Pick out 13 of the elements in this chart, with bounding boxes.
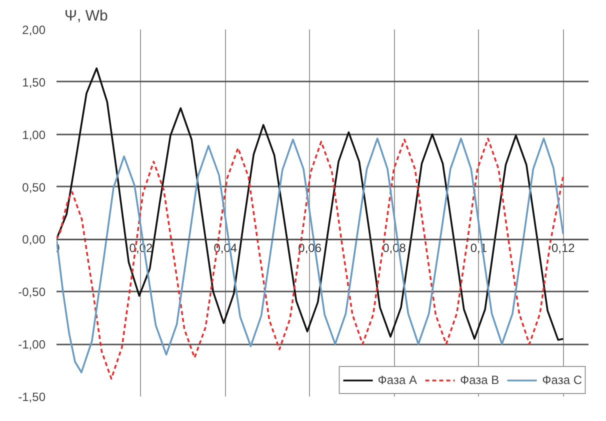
x-tick-label: 0,12 [551, 241, 576, 256]
y-axis-title: Ψ, Wb [64, 8, 108, 24]
y-tick-label: 2,00 [22, 23, 46, 37]
y-tick-label: -1,50 [18, 390, 46, 404]
y-tick-label: 1,50 [22, 75, 46, 90]
y-tick-label: -0,50 [18, 285, 46, 300]
legend-label: Фаза A [378, 373, 417, 387]
y-tick-label: 0,00 [22, 232, 46, 247]
y-tick-label: -1,00 [18, 338, 46, 352]
y-tick-label: 1,00 [22, 128, 46, 142]
y-tick-label: 0,50 [22, 180, 46, 194]
legend-label: Фаза B [460, 373, 500, 387]
legend-label: Фаза C [542, 373, 582, 387]
